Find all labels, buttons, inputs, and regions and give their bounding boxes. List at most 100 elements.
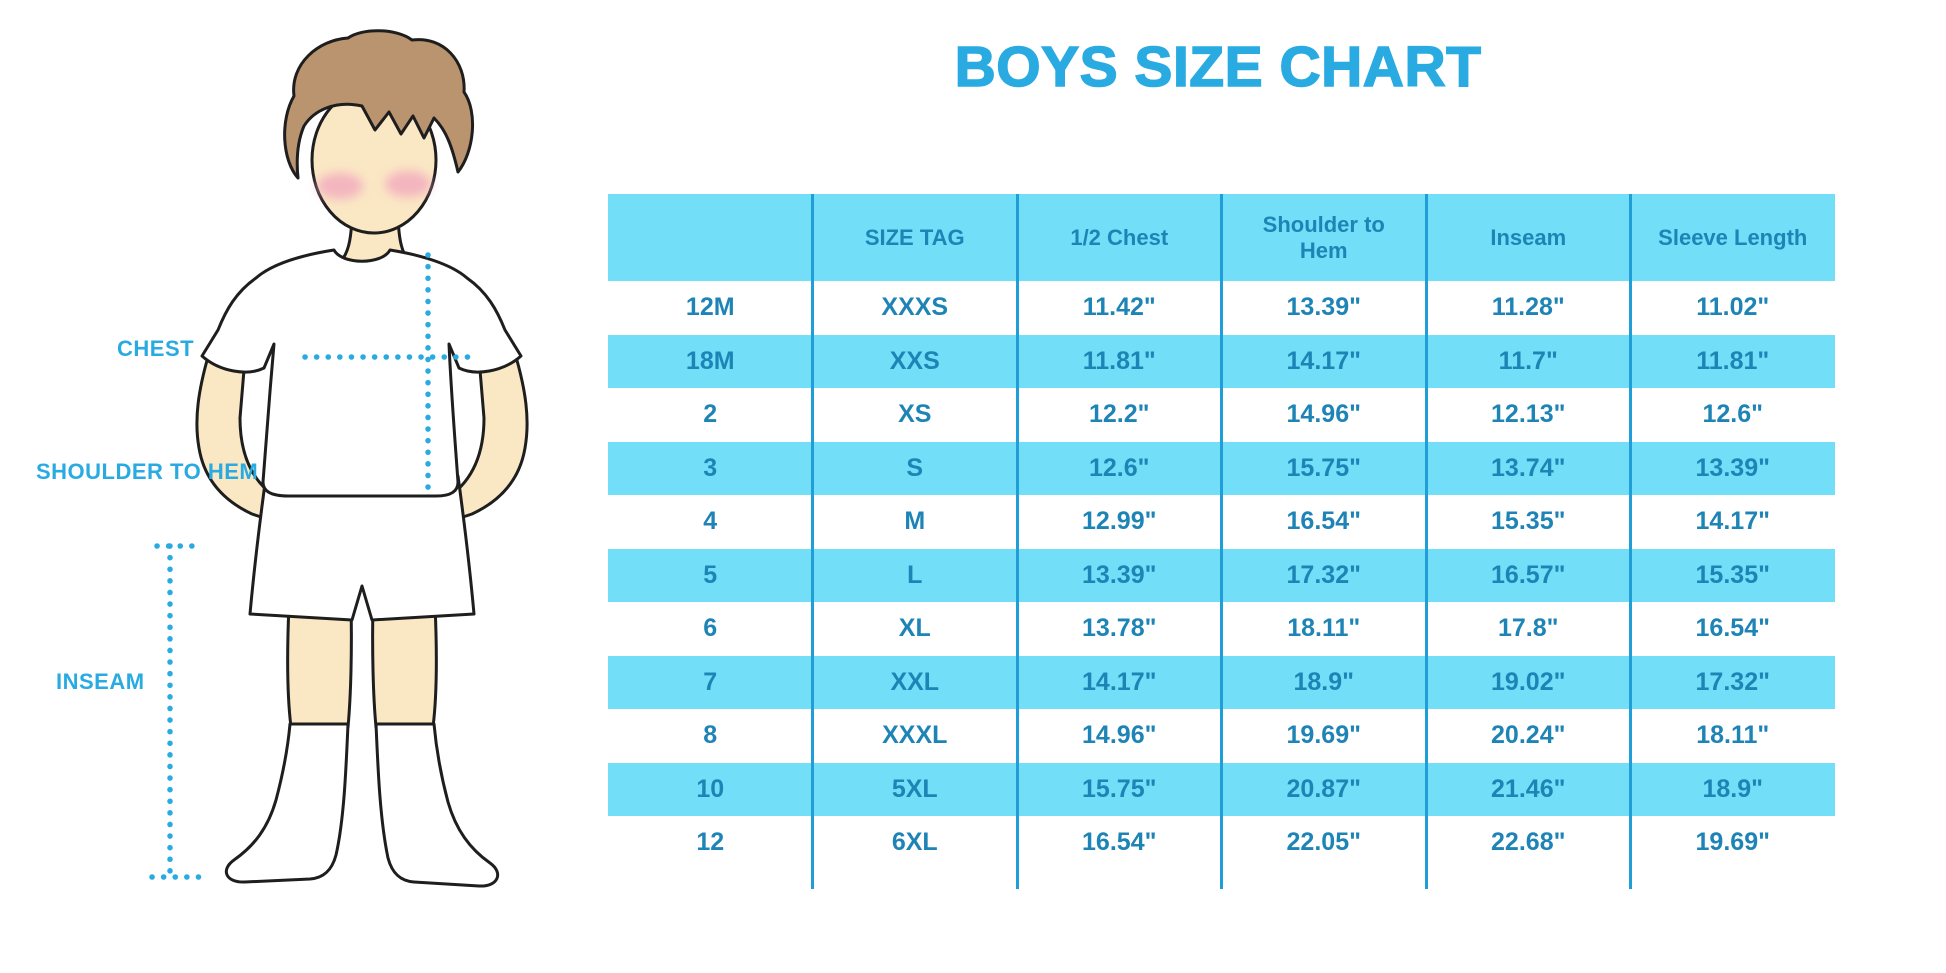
table-cell: 5 xyxy=(703,560,718,589)
table-cell: XXS xyxy=(889,346,940,375)
table-cell: 5XL xyxy=(891,774,938,803)
table-cell: 19.69" xyxy=(1286,721,1361,750)
table-cell: 12.13" xyxy=(1491,400,1566,429)
table-header-cell: 1/2 Chest xyxy=(1070,224,1169,250)
chest-label: CHEST xyxy=(117,336,195,361)
column-separator xyxy=(1220,194,1223,889)
table-cell: 16.54" xyxy=(1286,507,1361,536)
table-cell: 17.32" xyxy=(1695,667,1770,696)
table-cell: 11.7" xyxy=(1498,346,1558,375)
table-cell: 12.99" xyxy=(1082,507,1157,536)
boy-left-arm xyxy=(195,348,276,522)
table-cell: 15.35" xyxy=(1491,507,1566,536)
column-separator xyxy=(1424,194,1428,889)
table-cell: 13.74" xyxy=(1491,453,1566,482)
table-cell: S xyxy=(906,453,924,482)
boy-right-arm xyxy=(448,348,529,522)
boy-left-sock xyxy=(224,722,350,884)
table-cell: 15.35" xyxy=(1695,560,1770,589)
table-cell: M xyxy=(904,507,926,536)
table-cell: 13.39" xyxy=(1082,560,1157,589)
table-row: 6 XL 13.78" 18.11" 17.8" 16.54" xyxy=(608,602,1835,656)
table-cell: 14.17" xyxy=(1695,507,1770,536)
table-cell: 12.6" xyxy=(1702,400,1763,429)
table-cell: 16.54" xyxy=(1082,828,1157,857)
table-cell: 12.2" xyxy=(1088,400,1150,429)
table-cell: 6 xyxy=(703,614,718,643)
table-cell: 11.02" xyxy=(1696,293,1770,322)
table-cell: 13.39" xyxy=(1695,453,1770,482)
table-cell: 14.96" xyxy=(1286,400,1361,429)
table-cell: L xyxy=(907,560,923,589)
table-cell: 11.81" xyxy=(1082,346,1156,375)
table-row: 12M XXXS 11.42" 13.39" 11.28" 11.02" xyxy=(608,281,1835,335)
table-cell: 12 xyxy=(696,828,725,857)
table-row: 4 M 12.99" 16.54" 15.35" 14.17" xyxy=(608,495,1835,549)
table-cell: 14.17" xyxy=(1286,346,1361,375)
table-cell: 13.39" xyxy=(1286,293,1361,322)
table-cell: 13.78" xyxy=(1082,614,1157,643)
table-cell: 14.96" xyxy=(1082,721,1157,750)
table-cell: 17.8" xyxy=(1497,614,1559,643)
table-cell: 16.54" xyxy=(1695,614,1770,643)
boy-right-sock xyxy=(374,722,500,888)
boy-shorts xyxy=(248,474,476,622)
table-cell: 16.57" xyxy=(1491,560,1566,589)
table-cell: XXXS xyxy=(881,293,949,322)
table-cell: 11.81" xyxy=(1696,346,1770,375)
table-header-cell: Inseam xyxy=(1490,224,1567,250)
column-separator xyxy=(1629,194,1632,889)
boy-hair xyxy=(283,29,475,180)
table-cell: XXXL xyxy=(882,721,948,750)
table-cell: 19.69" xyxy=(1695,828,1770,857)
table-row: 8 XXXL 14.96" 19.69" 20.24" 18.11" xyxy=(608,709,1835,763)
table-cell: 18.11" xyxy=(1696,721,1770,750)
table-cell: 7 xyxy=(703,667,718,696)
table-cell: 22.05" xyxy=(1286,828,1361,857)
table-cell: 2 xyxy=(703,400,718,429)
boy-left-leg xyxy=(286,603,353,729)
table-header-cell xyxy=(608,194,813,281)
table-cell: 18.11" xyxy=(1287,614,1361,643)
table-cell: 14.17" xyxy=(1082,667,1157,696)
table-cell: 15.75" xyxy=(1082,774,1157,803)
table-cell: 20.24" xyxy=(1491,721,1566,750)
table-cell: 21.46" xyxy=(1491,774,1566,803)
table-cell: 18.9" xyxy=(1293,667,1354,696)
table-cell: 19.02" xyxy=(1491,667,1566,696)
column-separator xyxy=(811,194,814,889)
inseam-label: INSEAM xyxy=(56,669,145,694)
table-cell: 12.6" xyxy=(1088,453,1150,482)
table-header-cell: Sleeve Length xyxy=(1658,224,1808,250)
table-cell: 12M xyxy=(685,293,735,322)
size-table: SIZE TAG 1/2 Chest Shoulder to Hem Insea… xyxy=(608,194,1835,889)
boy-measurement-figure xyxy=(149,29,529,888)
table-cell: 18M xyxy=(685,346,735,375)
page-title: BOYS SIZE CHART xyxy=(954,34,1482,100)
table-cell: 11.28" xyxy=(1491,293,1565,322)
table-header-cell: SIZE TAG xyxy=(864,224,965,250)
boy-right-leg xyxy=(371,603,438,729)
table-row: 12 6XL 16.54" 22.05" 22.68" 19.69" xyxy=(608,816,1835,870)
boy-shirt xyxy=(200,248,523,498)
table-cell: XXL xyxy=(890,667,940,696)
boy-right-blush xyxy=(385,171,431,197)
table-cell: 20.87" xyxy=(1286,774,1361,803)
table-cell: 10 xyxy=(696,774,725,803)
table-cell: 8 xyxy=(703,721,718,750)
table-cell: XL xyxy=(898,614,931,643)
table-cell: 11.42" xyxy=(1082,293,1156,322)
table-cell: 18.9" xyxy=(1702,774,1763,803)
table-cell: 17.32" xyxy=(1286,560,1361,589)
table-cell: 6XL xyxy=(891,828,938,857)
table-cell: 15.75" xyxy=(1286,453,1361,482)
table-cell: 3 xyxy=(703,453,718,482)
table-row: 2 XS 12.2" 14.96" 12.13" 12.6" xyxy=(608,388,1835,442)
shoulder-to-hem-label: SHOULDER TO HEM xyxy=(36,459,259,484)
boy-left-blush xyxy=(317,173,363,199)
table-header-cell: Shoulder to Hem xyxy=(1262,211,1385,263)
table-cell: 4 xyxy=(703,507,718,536)
table-cell: 22.68" xyxy=(1491,828,1566,857)
column-separator xyxy=(1015,194,1019,889)
